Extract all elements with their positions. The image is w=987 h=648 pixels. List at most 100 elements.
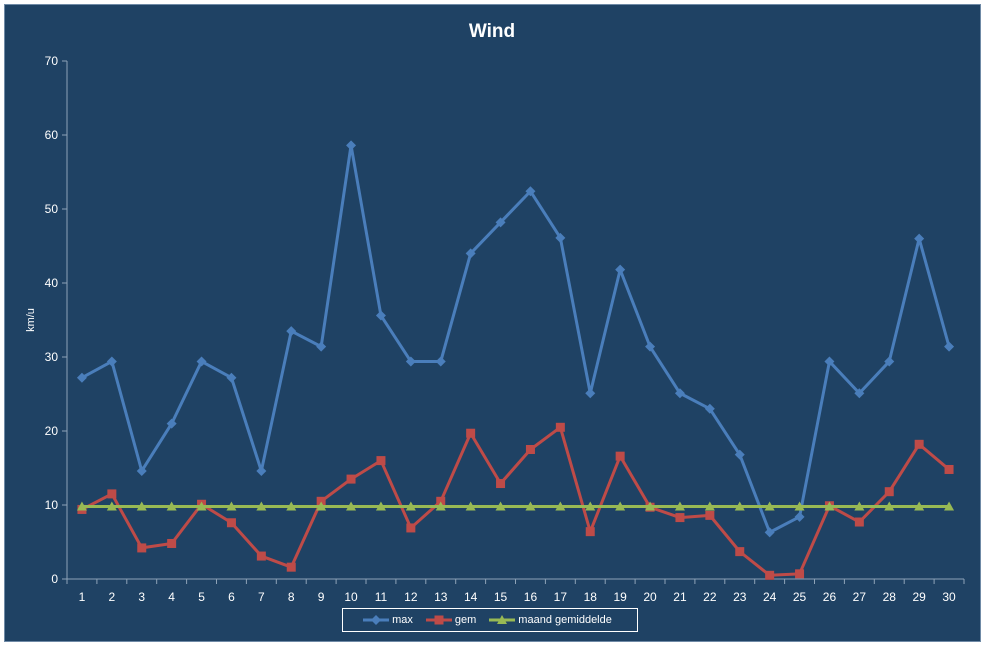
- series-maand-gemiddelde: [76, 501, 955, 511]
- y-tick-label: 60: [45, 128, 59, 142]
- data-point-max: [704, 403, 715, 414]
- data-point-gem: [854, 517, 864, 527]
- legend-label: maand gemiddelde: [518, 614, 612, 626]
- data-point-maand-gemiddelde: [854, 501, 865, 511]
- data-point-maand-gemiddelde: [465, 501, 476, 511]
- data-point-maand-gemiddelde: [196, 501, 207, 511]
- x-tick-label: 19: [613, 590, 627, 604]
- series-line-max: [81, 143, 951, 534]
- data-point-gem: [765, 570, 775, 580]
- data-point-max: [944, 341, 955, 352]
- data-point-max: [375, 310, 386, 321]
- x-tick-label: 1: [79, 590, 86, 604]
- data-point-max: [226, 372, 237, 383]
- data-point-max: [525, 186, 536, 197]
- data-point-maand-gemiddelde: [346, 501, 357, 511]
- data-point-maand-gemiddelde: [375, 501, 386, 511]
- x-tick-label: 26: [823, 590, 837, 604]
- data-point-gem: [316, 496, 326, 506]
- data-point-maand-gemiddelde: [914, 501, 925, 511]
- data-point-maand-gemiddelde: [286, 501, 297, 511]
- legend-label: max: [392, 614, 413, 626]
- legend-swatch-gem: [425, 615, 452, 625]
- x-tick-label: 25: [793, 590, 807, 604]
- data-point-gem: [705, 510, 715, 520]
- data-point-gem: [795, 569, 805, 579]
- data-point-maand-gemiddelde: [734, 501, 745, 511]
- y-tick-label: 30: [45, 350, 59, 364]
- data-point-maand-gemiddelde: [226, 501, 237, 511]
- x-tick-label: 21: [673, 590, 687, 604]
- x-tick-label: 13: [434, 590, 448, 604]
- data-point-max: [465, 248, 476, 259]
- series-max: [76, 140, 955, 538]
- legend: max gem maand gemiddelde: [342, 608, 638, 632]
- legend-marker-maand-gemiddelde: [497, 615, 508, 624]
- x-tick-label: 22: [703, 590, 717, 604]
- data-point-gem: [884, 487, 894, 497]
- data-point-maand-gemiddelde: [794, 501, 805, 511]
- x-axis-ticks: 1 2 3 4 5 6 7 8 9 10 11 12 13 14 15 16 17 18 19 20 21 22 23 24 2…: [66, 579, 965, 604]
- x-tick-label: 7: [258, 590, 265, 604]
- data-point-gem: [496, 479, 506, 489]
- x-tick-label: 4: [168, 590, 175, 604]
- data-point-maand-gemiddelde: [615, 501, 626, 511]
- y-tick-label: 50: [45, 202, 59, 216]
- data-point-gem: [555, 422, 565, 432]
- legend-item-maand-gemiddelde: maand gemiddelde: [488, 614, 612, 626]
- data-point-max: [555, 232, 566, 243]
- data-point-gem: [585, 527, 595, 537]
- data-point-maand-gemiddelde: [435, 501, 446, 511]
- y-tick-label: 0: [51, 572, 58, 586]
- data-point-maand-gemiddelde: [674, 501, 685, 511]
- data-point-maand-gemiddelde: [944, 501, 955, 511]
- data-point-gem: [107, 489, 117, 499]
- data-point-max: [764, 527, 775, 538]
- series-layer: [76, 140, 955, 580]
- data-point-maand-gemiddelde: [884, 501, 895, 511]
- x-tick-label: 29: [912, 590, 926, 604]
- legend-label: gem: [454, 614, 477, 626]
- x-tick-label: 17: [554, 590, 568, 604]
- data-point-gem: [167, 538, 177, 548]
- data-point-maand-gemiddelde: [525, 501, 536, 511]
- data-point-maand-gemiddelde: [704, 501, 715, 511]
- x-tick-label: 10: [344, 590, 358, 604]
- data-point-max: [405, 356, 416, 367]
- legend-item-gem: gem: [425, 614, 476, 626]
- data-point-gem: [525, 445, 535, 454]
- x-tick-label: 9: [318, 590, 325, 604]
- data-point-max: [495, 217, 506, 228]
- data-point-maand-gemiddelde: [824, 501, 835, 511]
- x-tick-label: 6: [228, 590, 235, 604]
- y-tick-label: 10: [45, 498, 59, 512]
- data-point-max: [824, 356, 835, 367]
- series-line-gem: [81, 425, 951, 577]
- data-point-maand-gemiddelde: [405, 501, 416, 511]
- x-tick-label: 18: [584, 590, 598, 604]
- y-tick-label: 20: [45, 424, 59, 438]
- data-point-max: [435, 356, 446, 367]
- legend-marker-max: [371, 615, 382, 625]
- data-point-max: [854, 388, 865, 399]
- data-point-gem: [944, 464, 954, 474]
- data-point-max: [346, 140, 357, 151]
- y-tick-label: 40: [45, 276, 59, 290]
- data-point-max: [286, 326, 297, 337]
- data-point-max: [316, 341, 327, 352]
- data-point-max: [674, 388, 685, 399]
- legend-item-max: max: [362, 614, 413, 626]
- x-tick-label: 5: [198, 590, 205, 604]
- x-tick-label: 20: [643, 590, 657, 604]
- x-tick-label: 8: [288, 590, 295, 604]
- data-point-maand-gemiddelde: [645, 501, 656, 511]
- x-tick-label: 23: [733, 590, 747, 604]
- data-point-maand-gemiddelde: [76, 501, 87, 511]
- y-tick-label: 70: [45, 54, 59, 68]
- data-point-gem: [286, 562, 296, 572]
- data-point-max: [884, 356, 895, 367]
- data-point-gem: [226, 518, 236, 528]
- data-point-max: [734, 449, 745, 460]
- data-point-max: [196, 356, 207, 367]
- x-tick-label: 12: [404, 590, 418, 604]
